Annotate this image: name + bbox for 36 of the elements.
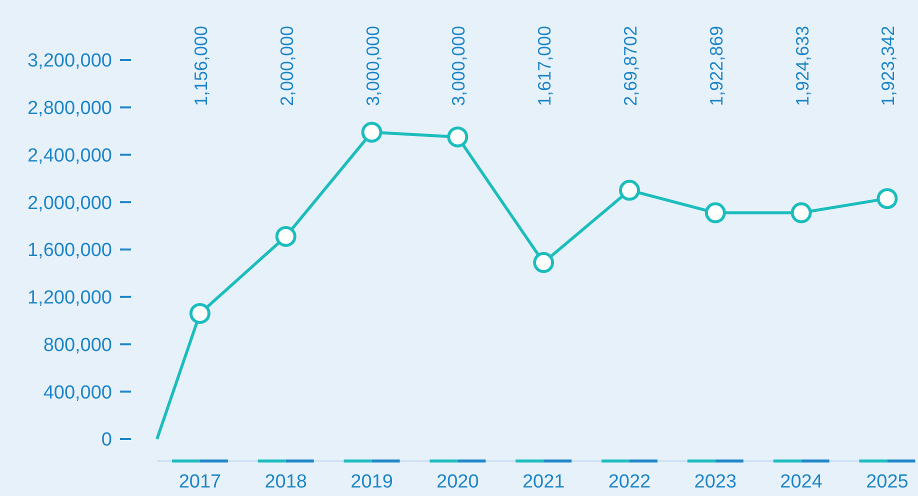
- point: [619, 180, 640, 201]
- x-tick-label: 2018: [264, 472, 308, 493]
- x-tick-label: 2017: [178, 472, 222, 493]
- annotation: 1,923,342: [878, 26, 898, 106]
- y-tick-label: 1,200,000: [27, 288, 112, 309]
- x-tick-label: 2024: [780, 472, 823, 493]
- point: [533, 252, 554, 274]
- annotation: 2,000,000: [276, 26, 297, 106]
- annotation: 3,000,000: [448, 26, 469, 106]
- x-tick-label: 2021: [522, 472, 565, 493]
- annotation: 1,924,633: [792, 26, 812, 106]
- point: [361, 122, 382, 143]
- point: [790, 202, 812, 224]
- annotation: 1,156,000: [190, 26, 211, 106]
- annotation: 3,000,000: [362, 26, 383, 106]
- point: [275, 226, 296, 247]
- x-tick-label: 2020: [436, 472, 479, 493]
- x-tick-label: 2022: [608, 472, 651, 493]
- x-tick-label: 2023: [694, 472, 737, 493]
- y-tick-label: 2,800,000: [27, 98, 112, 120]
- annotation: 1,617,000: [534, 26, 555, 106]
- x-tick-label: 2025: [866, 472, 908, 493]
- y-tick-label: 2,400,000: [27, 145, 112, 166]
- point: [704, 202, 726, 224]
- point: [189, 302, 210, 324]
- y-tick-label: 400,000: [43, 382, 112, 404]
- point: [876, 188, 898, 210]
- y-tick-label: 2,000,000: [27, 192, 112, 214]
- y-tick-label: 0: [101, 430, 112, 451]
- y-tick-label: 1,600,000: [27, 240, 112, 262]
- annotation: 1,922,869: [706, 26, 726, 106]
- y-tick-label: 800,000: [43, 334, 112, 356]
- x-tick-label: 2019: [350, 472, 393, 493]
- y-tick-label: 3,200,000: [27, 50, 112, 72]
- annotation: 2,69,8702: [620, 26, 640, 106]
- point: [447, 126, 468, 148]
